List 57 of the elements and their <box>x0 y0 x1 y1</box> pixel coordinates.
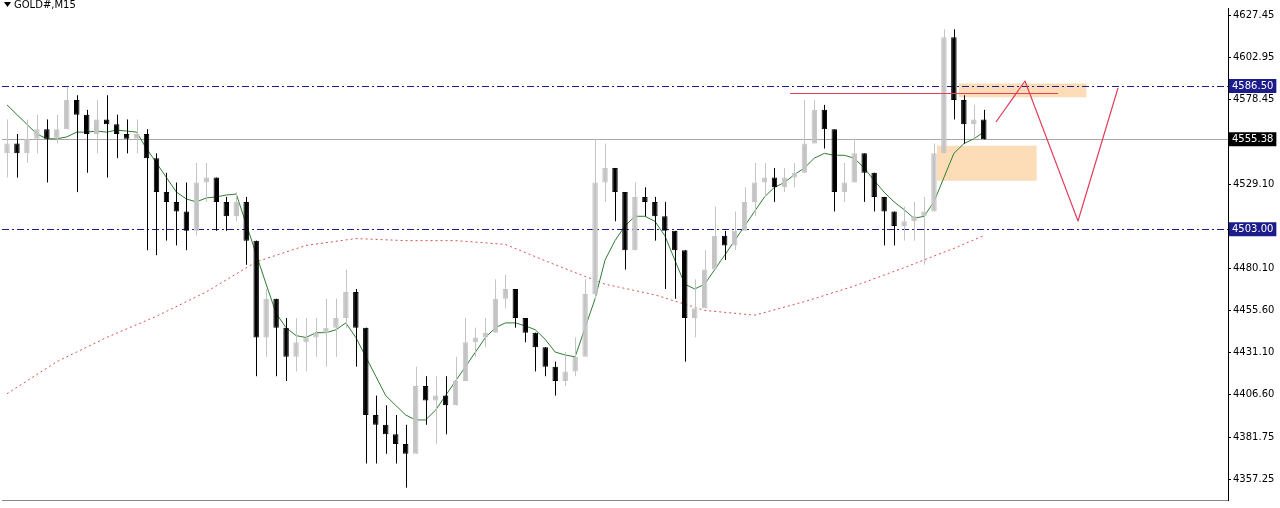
candlestick <box>791 162 798 188</box>
y-tick-label: 4431.10 <box>1233 345 1275 357</box>
candlestick <box>921 196 927 266</box>
y-tick-label: 4480.10 <box>1233 261 1275 273</box>
candlestick <box>662 201 668 290</box>
candlestick <box>542 346 548 377</box>
y-tick-label: 4455.60 <box>1233 303 1275 315</box>
y-tick-label: 4357.25 <box>1233 472 1275 484</box>
candlestick <box>293 317 299 372</box>
candlestick <box>54 114 60 145</box>
candlestick <box>891 210 897 246</box>
candlestick <box>472 327 479 358</box>
candlestick <box>981 109 987 140</box>
candlestick <box>652 196 658 242</box>
candlestick <box>971 104 977 140</box>
candlestick <box>961 94 967 145</box>
y-tick-label: 4406.60 <box>1233 387 1275 399</box>
candlestick <box>233 191 239 222</box>
line-series <box>6 235 985 395</box>
candlestick <box>133 118 140 154</box>
y-tick-label: 4529.10 <box>1233 177 1275 189</box>
candlestick <box>333 298 339 358</box>
candlestick <box>4 118 10 179</box>
candlestick <box>14 133 20 179</box>
y-tick-label: 4627.45 <box>1233 9 1275 21</box>
candlestick <box>303 317 309 372</box>
candlestick <box>642 186 648 217</box>
y-tick-label: 4578.45 <box>1233 93 1275 105</box>
chart-title: GOLD#,M15 <box>14 0 76 10</box>
candlestick <box>911 201 917 242</box>
candlestick <box>612 167 618 222</box>
candlestick <box>572 336 578 377</box>
y-tick-label: 4381.75 <box>1233 430 1275 442</box>
y-tick-label: 4602.95 <box>1233 51 1275 63</box>
candlestick <box>402 424 409 489</box>
ref-line-label: 4586.50 <box>1232 79 1274 91</box>
candlestick <box>183 182 190 251</box>
candlestick <box>881 196 887 246</box>
candlestick <box>761 162 768 198</box>
candlestick <box>562 351 568 387</box>
candlestick <box>373 395 379 464</box>
candlestick <box>552 361 558 397</box>
candlestick <box>901 206 907 242</box>
candlestick <box>323 298 329 368</box>
candlestick <box>861 152 867 203</box>
candlestick <box>44 118 50 184</box>
candlestick <box>672 230 678 300</box>
candlestick <box>432 375 439 445</box>
candlestick <box>203 162 210 203</box>
candlestick <box>24 118 30 164</box>
candlestick <box>871 172 877 212</box>
ref-line-label: 4555.38 <box>1232 132 1274 144</box>
candlestick <box>34 114 40 154</box>
candlestick <box>123 118 130 154</box>
candlestick <box>103 94 110 179</box>
ref-line-label: 4503.00 <box>1232 222 1274 234</box>
candlestick <box>602 143 608 203</box>
